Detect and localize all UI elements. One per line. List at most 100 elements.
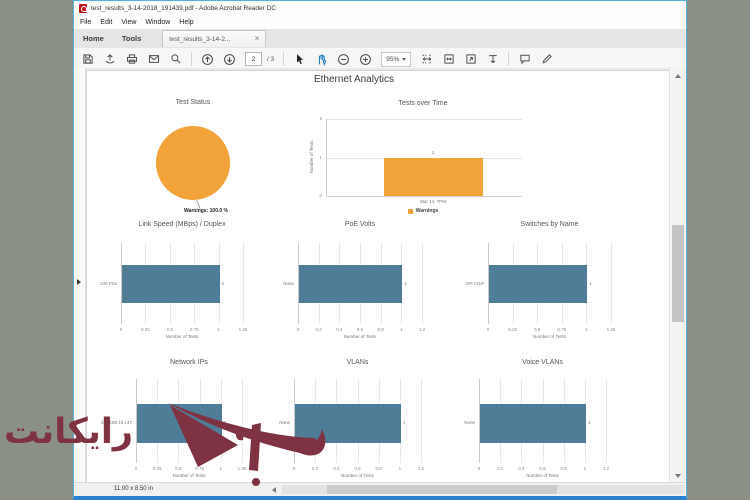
save-button[interactable] xyxy=(81,53,94,66)
chart-title: VLANs xyxy=(346,359,369,366)
axis-tick-label: 1 xyxy=(400,327,403,332)
x-axis-label: Number of Tests xyxy=(341,473,374,478)
bar-warnings xyxy=(384,157,483,196)
menu-help[interactable]: Help xyxy=(179,19,194,26)
save-icon xyxy=(82,54,93,64)
close-tab-icon[interactable]: × xyxy=(254,34,260,43)
zoom-level-dropdown[interactable]: 95% xyxy=(381,51,412,67)
sign-button[interactable] xyxy=(540,53,553,66)
category-label: None xyxy=(464,420,475,425)
zoom-in-button[interactable] xyxy=(359,53,372,66)
hand-icon xyxy=(319,54,327,66)
fullscreen-button[interactable] xyxy=(464,53,477,66)
fit-width-button[interactable] xyxy=(420,53,433,66)
fit-page-button[interactable] xyxy=(442,53,455,66)
axis-tick-label: 0.6 xyxy=(354,466,361,471)
status-bar: 11.00 x 8.50 in xyxy=(74,482,686,496)
scroll-up-button[interactable] xyxy=(670,68,686,83)
vertical-scrollbar-thumb[interactable] xyxy=(672,225,684,322)
scroll-up-icon xyxy=(675,73,681,78)
axis-tick-label: 0.8 xyxy=(560,466,567,471)
x-axis-line xyxy=(326,196,522,197)
vertical-scrollbar[interactable] xyxy=(669,68,686,483)
axis-tick-label: 0.5 xyxy=(534,327,541,332)
axis-tick-label: 0 xyxy=(134,466,138,471)
axis-tick-label: 0.5 xyxy=(166,327,173,332)
x-axis-label: Number of Tests xyxy=(165,334,199,339)
gridline xyxy=(611,243,612,324)
axis-tick-label: 1.25 xyxy=(237,466,247,471)
print-button[interactable] xyxy=(125,53,138,66)
pie-slice-warnings xyxy=(156,126,230,200)
acrobat-window: test_results_3-14-2018_191439.pdf - Adob… xyxy=(73,0,687,500)
scroll-down-icon xyxy=(675,473,681,478)
axis-tick-label: 1 xyxy=(583,466,587,471)
comment-button[interactable] xyxy=(518,53,531,66)
menu-edit[interactable]: Edit xyxy=(100,19,113,26)
page-number-input[interactable]: 2 xyxy=(245,52,262,66)
legend-label: Warnings xyxy=(415,208,439,214)
value-label: 1 xyxy=(589,281,592,286)
axis-tick-label: 0.25 xyxy=(141,327,150,332)
chart-legend: Warnings xyxy=(363,208,483,214)
search-button[interactable] xyxy=(169,53,182,66)
axis-tick-label: 0 xyxy=(319,193,322,198)
axis-tick-label: 1 xyxy=(219,466,223,471)
scroll-left-icon xyxy=(272,486,276,493)
next-page-button[interactable] xyxy=(223,53,236,66)
navigation-pane-strip xyxy=(74,68,86,483)
axis-tick-label: 0.4 xyxy=(336,327,343,332)
axis-tick-label: 1 xyxy=(319,155,322,160)
axis-tick-label: 2 xyxy=(319,116,322,121)
horizontal-scrollbar-thumb[interactable] xyxy=(327,485,557,494)
previous-page-button[interactable] xyxy=(201,53,214,66)
y-axis-line xyxy=(121,243,122,324)
value-label: 1 xyxy=(221,281,225,286)
y-axis-line xyxy=(326,119,327,196)
tab-tools[interactable]: Tools xyxy=(121,34,142,43)
select-tool-button[interactable] xyxy=(293,53,306,66)
pdf-page: Ethernet Analytics Test Status Warnings:… xyxy=(86,70,670,483)
y-axis-label: Number of Tests xyxy=(309,140,314,174)
page-size-label: 11.00 x 8.50 in xyxy=(114,486,153,492)
zoom-out-button[interactable] xyxy=(337,53,350,66)
gridline xyxy=(243,243,244,324)
chart-title: Switches by Name xyxy=(520,221,579,228)
axis-tick-label: 0.2 xyxy=(497,466,504,471)
horizontal-scrollbar[interactable] xyxy=(282,485,684,494)
axis-tick-label: 0.25 xyxy=(508,327,517,332)
category-label: 100 FDx xyxy=(99,281,117,286)
x-axis-label: Number of Tests xyxy=(343,334,377,339)
scroll-down-button[interactable] xyxy=(670,468,686,483)
main-toolbar: 2 / 3 95% xyxy=(74,48,686,71)
pie-annotation: Warnings: 100.0 % xyxy=(184,208,228,214)
email-button[interactable] xyxy=(147,53,160,66)
fit-width-icon xyxy=(422,54,432,64)
menu-window[interactable]: Window xyxy=(145,19,171,26)
toolbar-separator xyxy=(283,52,285,66)
axis-tick-label: 0.75 xyxy=(557,327,567,332)
tab-document[interactable]: test_results_3-14-2... × xyxy=(162,30,267,47)
nav-pane-toggle-icon[interactable] xyxy=(77,279,81,285)
zoom-in-icon xyxy=(360,53,372,65)
hand-tool-button[interactable] xyxy=(315,53,328,66)
reading-mode-icon xyxy=(489,55,497,64)
category-label: None xyxy=(279,420,290,425)
menu-view[interactable]: View xyxy=(121,19,137,26)
tab-document-label: test_results_3-14-2... xyxy=(169,35,231,43)
axis-tick-label: 0.4 xyxy=(518,466,525,471)
menu-bar: File Edit View Window Help xyxy=(74,16,686,29)
value-label: 1 xyxy=(587,420,591,425)
axis-tick-label: 0.75 xyxy=(195,466,204,471)
share-button[interactable] xyxy=(103,53,116,66)
chart-title: Voice VLANs xyxy=(522,359,563,366)
value-label: 1 xyxy=(223,420,227,425)
bar xyxy=(480,404,586,443)
scroll-left-button[interactable] xyxy=(268,485,280,494)
menu-file[interactable]: File xyxy=(80,19,92,26)
zoom-level-value: 95% xyxy=(386,55,400,63)
print-icon xyxy=(126,54,137,64)
tab-home[interactable]: Home xyxy=(83,34,104,43)
reading-mode-button[interactable] xyxy=(486,53,499,66)
axis-tick-label: 1 xyxy=(585,327,588,332)
